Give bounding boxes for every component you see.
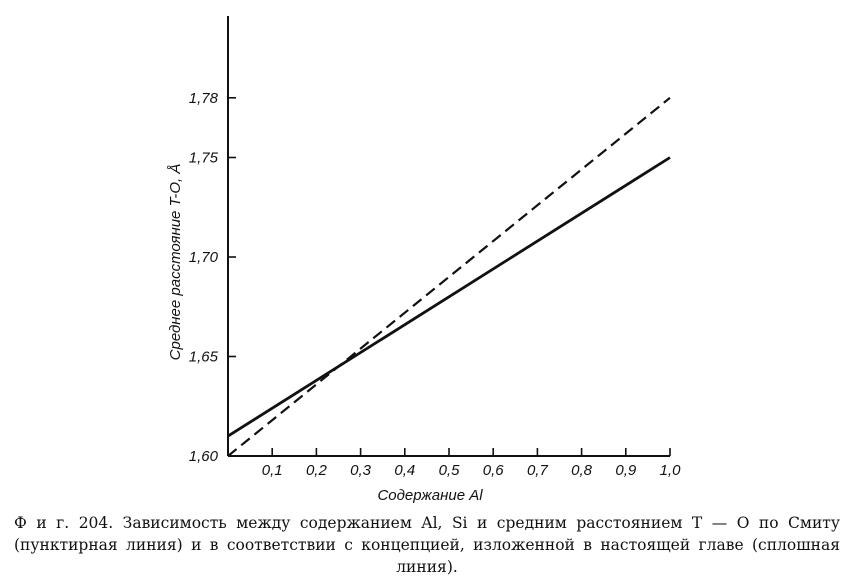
figure-caption: Ф и г. 204. Зависимость между содержание… [14, 514, 840, 576]
x-tick-label: 0,1 [262, 462, 283, 479]
y-tick-label: 1,78 [189, 90, 219, 107]
x-tick-label: 0,4 [394, 462, 415, 479]
chart-ticks: 0,1 0,2 0,3 0,4 0,5 0,6 0,7 0,8 0,9 1,0 1,60 1,65 1,… [189, 90, 681, 479]
solid-series-line [227, 156, 671, 438]
y-tick-label: 1,65 [189, 349, 219, 366]
y-tick-label: 1,60 [189, 448, 219, 465]
x-tick-label: 1,0 [660, 462, 682, 479]
x-tick-label: 0,6 [483, 462, 505, 479]
chart-series [227, 96, 671, 457]
chart: 0,1 0,2 0,3 0,4 0,5 0,6 0,7 0,8 0,9 1,0 1,60 1,65 1,… [167, 16, 681, 504]
chart-axes [227, 16, 670, 457]
x-tick-label: 0,8 [571, 462, 593, 479]
x-tick-label: 0,2 [306, 462, 328, 479]
x-tick-label: 0,3 [350, 462, 372, 479]
y-tick-label: 1,75 [189, 150, 219, 167]
y-axis-title: Среднее расстояние T-O, Å [167, 164, 184, 361]
x-axis-title: Содержание Al [377, 487, 483, 504]
x-tick-label: 0,7 [527, 462, 549, 479]
y-tick-label: 1,70 [189, 249, 219, 266]
x-tick-label: 0,9 [615, 462, 637, 479]
dashed-series-line [227, 96, 671, 457]
x-tick-label: 0,5 [439, 462, 461, 479]
